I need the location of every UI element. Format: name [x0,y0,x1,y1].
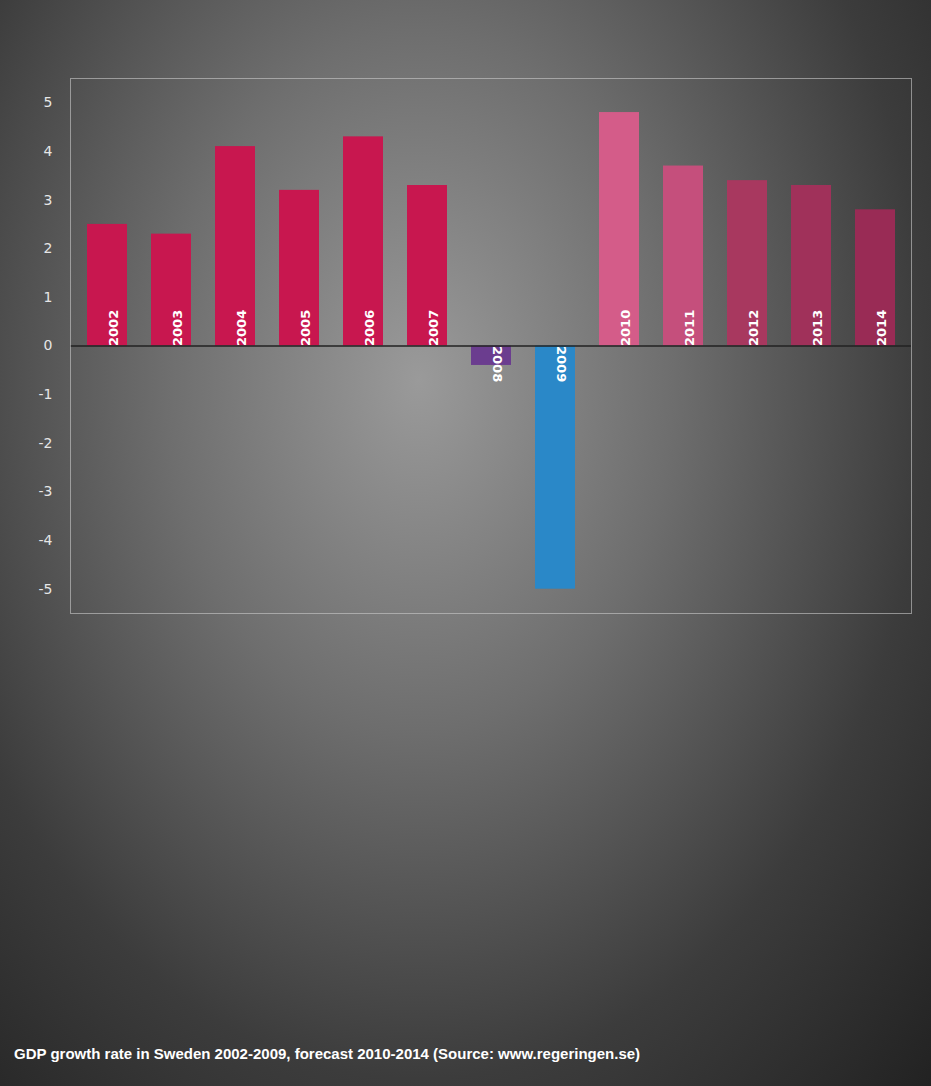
svg-text:2009: 2009 [554,346,569,382]
svg-text:2012: 2012 [746,310,761,346]
svg-text:1: 1 [44,289,53,305]
svg-text:2005: 2005 [298,310,313,346]
svg-text:-1: -1 [39,386,53,402]
svg-text:5: 5 [44,94,53,110]
svg-text:2011: 2011 [682,310,697,346]
svg-text:-3: -3 [39,483,53,499]
svg-text:2004: 2004 [234,310,249,346]
svg-text:4: 4 [44,143,53,159]
svg-text:2008: 2008 [490,346,505,382]
svg-text:0: 0 [44,337,53,353]
svg-text:2006: 2006 [362,310,377,346]
svg-text:2002: 2002 [106,310,121,346]
svg-text:-5: -5 [39,581,53,597]
svg-text:2007: 2007 [426,310,441,346]
html-text:GDP growth rate in Sweden 2002: GDP growth rate in Sweden 2002-2009, for… [14,1045,641,1062]
svg-text:2003: 2003 [170,310,185,346]
svg-text:-4: -4 [39,532,53,548]
svg-text:2: 2 [44,240,53,256]
svg-text:2014: 2014 [874,310,889,346]
svg-text:2013: 2013 [810,310,825,346]
svg-text:3: 3 [44,192,53,208]
svg-text:-2: -2 [39,435,53,451]
svg-text:2010: 2010 [618,310,633,346]
